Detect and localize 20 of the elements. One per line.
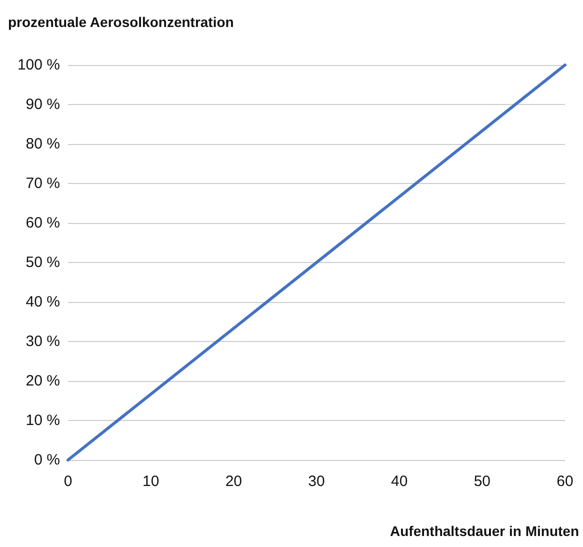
x-axis-title: Aufenthaltsdauer in Minuten [390, 523, 579, 539]
y-axis-title: prozentuale Aerosolkonzentration [8, 14, 234, 30]
x-tick-label: 10 [142, 473, 160, 490]
x-tick-label: 30 [308, 473, 325, 490]
x-tick-label: 40 [390, 473, 408, 490]
y-tick-label: 90 % [26, 96, 60, 113]
x-tick-label: 0 [64, 473, 72, 490]
x-tick-label: 50 [474, 473, 491, 490]
y-tick-label: 100 % [17, 56, 60, 74]
y-tick-label: 30 % [26, 333, 60, 350]
y-tick-label: 20 % [26, 372, 60, 390]
x-tick-label: 60 [556, 473, 574, 490]
y-tick-label: 70 % [26, 175, 60, 192]
y-tick-label: 60 % [26, 214, 60, 232]
y-tick-label: 10 % [26, 412, 60, 429]
y-tick-label: 50 % [26, 254, 60, 271]
x-tick-label: 20 [225, 473, 242, 490]
y-tick-label: 80 % [26, 136, 60, 152]
y-tick-label: 40 % [26, 294, 60, 310]
y-tick-label: 0 % [34, 452, 60, 468]
